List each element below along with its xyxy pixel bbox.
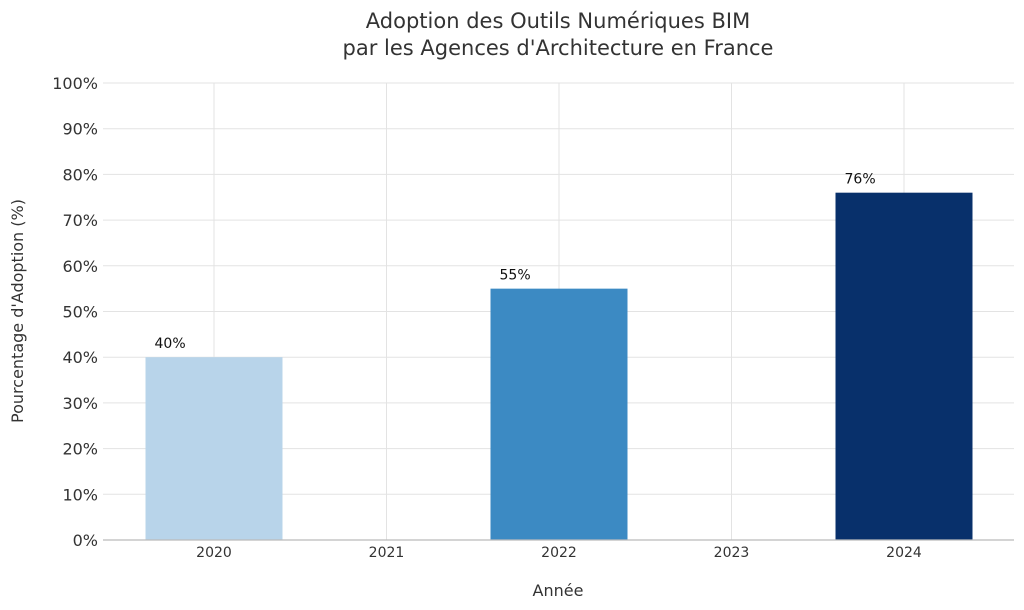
bars: [145, 192, 973, 540]
y-tick-label: 0%: [73, 531, 98, 550]
y-tick-label: 80%: [62, 165, 98, 184]
x-tick-label: 2024: [886, 545, 922, 561]
bar: [490, 288, 628, 540]
x-tick-label: 2022: [541, 545, 577, 561]
x-axis-label: Année: [533, 581, 584, 600]
y-axis-label: Pourcentage d'Adoption (%): [8, 199, 27, 423]
bar: [145, 357, 283, 540]
y-tick-label: 10%: [62, 485, 98, 504]
y-tick-labels: 0% 10% 20% 30% 40% 50% 60% 70% 80% 90% 100%: [52, 74, 98, 550]
y-tick-label: 20%: [62, 440, 98, 459]
x-tick-label: 2020: [196, 545, 232, 561]
bar: [835, 192, 973, 540]
x-tick-label: 2021: [369, 545, 405, 561]
y-tick-label: 30%: [62, 394, 98, 413]
y-tick-label: 100%: [52, 74, 98, 93]
y-tick-label: 90%: [62, 120, 98, 139]
y-tick-label: 60%: [62, 257, 98, 276]
y-tick-label: 40%: [62, 348, 98, 367]
bar-data-label: 55%: [500, 268, 531, 284]
y-tick-label: 50%: [62, 303, 98, 322]
x-tick-labels: 2020 2021 2022 2023 2024: [196, 545, 922, 561]
chart-subtitle: par les Agences d'Architecture en France: [343, 36, 774, 60]
chart-title: Adoption des Outils Numériques BIM: [366, 9, 750, 33]
bar-data-label: 76%: [845, 172, 876, 188]
data-labels: 40% 55% 76%: [155, 172, 876, 353]
y-tick-label: 70%: [62, 211, 98, 230]
bar-data-label: 40%: [155, 336, 186, 352]
x-tick-label: 2023: [714, 545, 750, 561]
